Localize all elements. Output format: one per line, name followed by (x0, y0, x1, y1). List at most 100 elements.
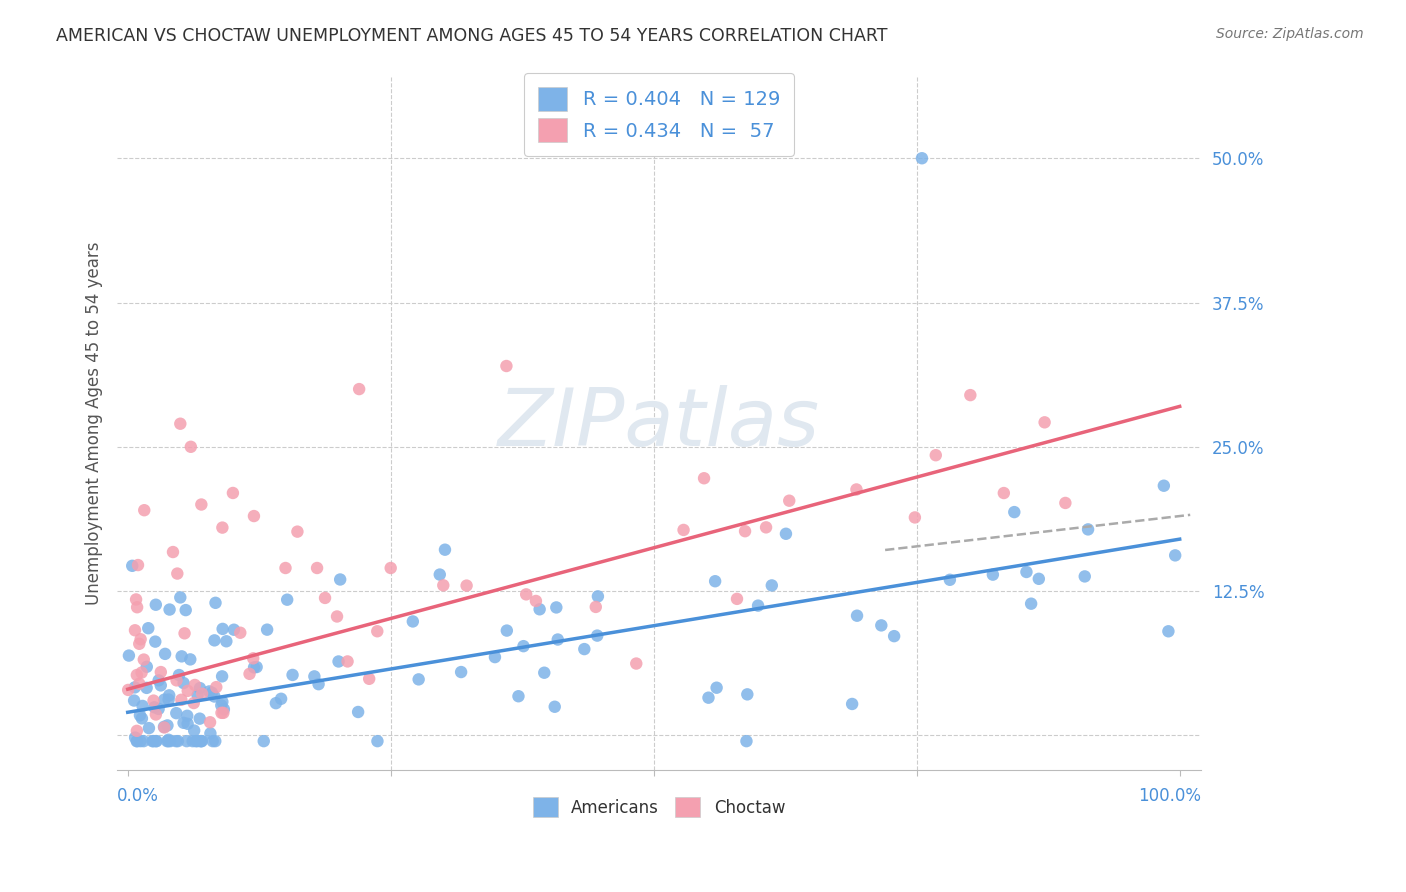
Point (125, 723, 148, 738)
Point (200, 726, 222, 740)
Point (162, 545, 184, 559)
Point (547, 632, 569, 647)
Point (737, 687, 759, 701)
Point (153, 647, 176, 661)
Point (1077, 522, 1099, 536)
Point (693, 471, 716, 485)
Point (157, 692, 180, 706)
Text: 100.0%: 100.0% (1137, 788, 1201, 805)
Point (270, 691, 292, 706)
Point (697, 690, 720, 705)
Point (304, 669, 326, 683)
Point (329, 573, 352, 587)
Text: 0.0%: 0.0% (117, 788, 159, 805)
Point (127, 600, 149, 615)
Point (209, 698, 232, 713)
Point (156, 734, 179, 748)
Point (281, 668, 304, 682)
Point (287, 524, 309, 539)
Point (165, 734, 187, 748)
Point (188, 712, 211, 726)
Point (198, 715, 221, 730)
Point (778, 493, 800, 508)
Point (176, 708, 198, 723)
Point (775, 526, 797, 541)
Point (1028, 572, 1050, 586)
Point (149, 665, 172, 679)
Point (174, 603, 197, 617)
Point (761, 578, 783, 592)
Point (190, 734, 212, 748)
Point (276, 592, 298, 607)
Point (211, 622, 233, 636)
Point (170, 649, 193, 664)
Point (529, 602, 551, 616)
Point (173, 626, 195, 640)
Point (256, 623, 278, 637)
Point (229, 625, 252, 640)
Point (328, 655, 350, 669)
Point (484, 650, 506, 665)
Point (127, 558, 149, 572)
Point (846, 608, 869, 623)
Point (586, 629, 609, 643)
Point (211, 669, 233, 683)
Point (204, 690, 226, 704)
Point (129, 734, 152, 748)
Point (128, 677, 150, 691)
Point (533, 665, 555, 680)
Point (626, 657, 648, 671)
Point (546, 600, 568, 615)
Point (204, 734, 226, 748)
Point (145, 707, 167, 722)
Point (347, 705, 370, 719)
Point (165, 706, 187, 721)
Point (188, 681, 211, 695)
Point (117, 682, 139, 697)
Point (508, 690, 530, 704)
Point (585, 599, 607, 614)
Point (883, 629, 905, 643)
Point (222, 623, 245, 637)
Point (132, 652, 155, 666)
Point (176, 716, 198, 731)
Point (169, 417, 191, 431)
Point (124, 681, 146, 695)
Point (366, 624, 388, 639)
Point (211, 695, 233, 709)
Point (131, 698, 153, 713)
Point (118, 648, 141, 663)
Point (1002, 505, 1025, 519)
Point (495, 624, 517, 638)
Point (143, 634, 166, 648)
Point (366, 734, 388, 748)
Point (959, 388, 981, 402)
Point (129, 708, 152, 723)
Point (246, 660, 269, 674)
Point (145, 734, 167, 748)
Point (544, 699, 567, 714)
Point (190, 734, 212, 748)
Point (204, 633, 226, 648)
Point (176, 734, 198, 748)
Point (380, 561, 402, 575)
Point (433, 542, 456, 557)
Point (925, 448, 948, 462)
Point (904, 510, 927, 524)
Point (939, 573, 962, 587)
Point (1153, 479, 1175, 493)
Point (132, 734, 155, 748)
Point (308, 677, 330, 691)
Point (157, 732, 180, 747)
Point (131, 665, 153, 680)
Point (222, 486, 245, 500)
Point (347, 382, 370, 396)
Point (211, 706, 233, 720)
Point (495, 359, 517, 373)
Point (706, 681, 728, 695)
Point (124, 624, 146, 638)
Point (274, 561, 297, 575)
Point (156, 718, 179, 732)
Point (173, 715, 195, 730)
Point (191, 687, 214, 701)
